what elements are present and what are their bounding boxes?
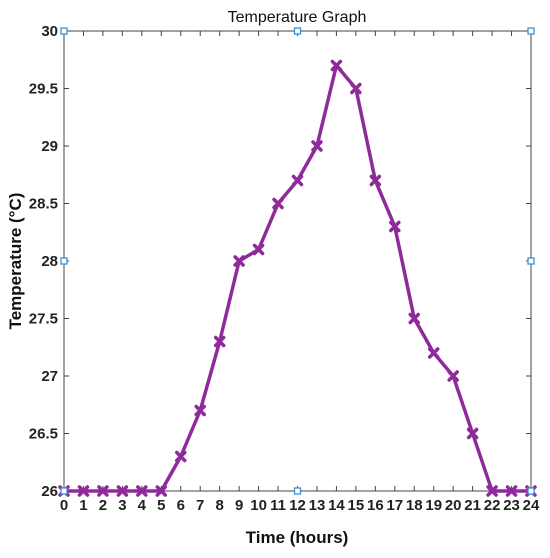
y-tick-label: 29.5 (29, 81, 58, 98)
x-tick-label: 24 (523, 497, 540, 514)
annotation-marker-layer (60, 27, 535, 495)
x-tick-label: 14 (328, 497, 345, 514)
annotation-square-marker (527, 257, 535, 265)
data-point-marker (272, 197, 284, 210)
y-axis: 26 26.5 27 27.5 28 28.5 29 29.5 30 (29, 23, 531, 500)
annotation-square-marker (60, 27, 68, 35)
y-tick-label: 28.5 (29, 196, 58, 213)
plot-area (63, 30, 532, 492)
x-tick-label: 7 (196, 497, 204, 514)
annotation-square-marker (293, 487, 302, 495)
y-tick-label: 26.5 (29, 426, 58, 443)
data-point-marker (447, 370, 459, 382)
x-tick-label: 8 (215, 497, 223, 514)
annotation-square-marker (527, 487, 535, 495)
y-tick-label: 30 (41, 23, 58, 40)
x-tick-label: 9 (235, 497, 243, 514)
y-tick-label: 26 (41, 483, 58, 500)
data-point-marker (77, 485, 90, 497)
y-tick-label: 27.5 (29, 311, 58, 328)
data-point-marker (350, 82, 362, 95)
y-tick-label: 27 (41, 368, 58, 385)
series-layer (58, 59, 537, 497)
data-point-marker (330, 59, 343, 72)
x-tick-label: 16 (367, 497, 384, 514)
x-tick-label: 11 (270, 497, 286, 514)
data-point-marker (505, 485, 518, 497)
x-tick-label: 18 (406, 497, 423, 514)
data-point-marker (175, 450, 187, 463)
data-point-marker (369, 174, 382, 187)
data-point-marker (252, 243, 265, 256)
data-point-marker (408, 312, 420, 325)
data-point-marker (466, 427, 479, 440)
annotation-square-marker (293, 27, 302, 35)
data-point-marker (291, 174, 304, 187)
x-tick-label: 22 (484, 497, 501, 514)
data-point-marker (116, 485, 129, 497)
y-axis-label: Temperature (°C) (6, 193, 25, 330)
annotation-square-marker (527, 27, 535, 35)
x-tick-label: 15 (348, 497, 365, 514)
data-point-marker (311, 140, 323, 152)
data-point-marker (136, 485, 148, 497)
data-point-marker (233, 255, 245, 267)
annotation-square-marker (60, 487, 68, 495)
x-tick-label: 20 (445, 497, 462, 514)
chart-title: Temperature Graph (228, 9, 367, 26)
x-tick-label: 1 (79, 497, 87, 514)
x-tick-label: 4 (138, 497, 147, 514)
x-tick-label: 13 (309, 497, 326, 514)
x-tick-label: 19 (425, 497, 442, 514)
data-point-marker (194, 404, 206, 417)
data-point-marker (155, 485, 168, 497)
x-tick-label: 6 (177, 497, 185, 514)
y-tick-label: 29 (41, 138, 58, 155)
y-tick-label: 28 (41, 253, 58, 270)
x-tick-label: 23 (503, 497, 520, 514)
x-tick-label: 12 (289, 497, 306, 514)
x-axis-label: Time (hours) (246, 528, 349, 547)
data-point-marker (97, 485, 109, 497)
x-tick-label: 21 (464, 497, 481, 514)
x-axis: 0 1 2 3 4 5 6 7 8 9 10 11 12 13 14 15 16 17 18 19 20 21 22 23 24 (60, 31, 540, 514)
data-point-marker (213, 335, 226, 348)
x-tick-label: 0 (60, 497, 68, 514)
data-point-marker (389, 220, 401, 233)
x-tick-label: 3 (118, 497, 126, 514)
x-tick-label: 10 (250, 497, 267, 514)
x-tick-label: 17 (386, 497, 403, 514)
x-tick-label: 5 (157, 497, 165, 514)
x-tick-label: 2 (99, 497, 107, 514)
data-point-marker (486, 485, 498, 497)
data-point-marker (427, 347, 440, 359)
annotation-square-marker (60, 257, 68, 265)
